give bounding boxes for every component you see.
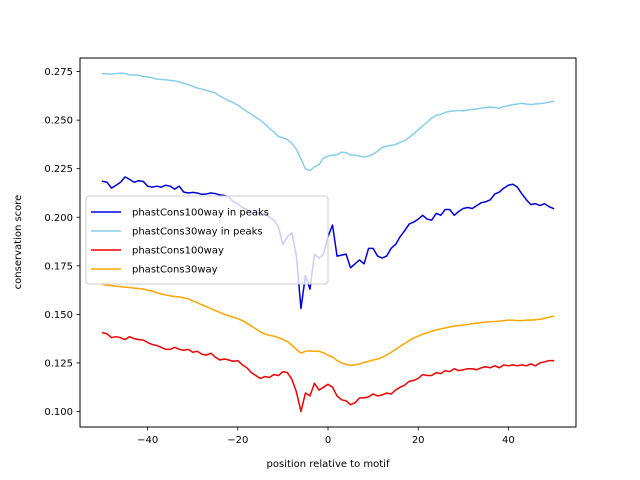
y-tick-label: 0.200 bbox=[44, 213, 73, 224]
x-tick-label: −20 bbox=[227, 435, 248, 446]
y-tick-label: 0.225 bbox=[44, 164, 73, 175]
x-tick-label: 0 bbox=[325, 435, 331, 446]
series-line-1 bbox=[101, 72, 555, 172]
x-tick-label: 20 bbox=[412, 435, 425, 446]
y-tick-label: 0.275 bbox=[44, 67, 73, 78]
x-tick-label: 40 bbox=[502, 435, 515, 446]
series-line-3 bbox=[101, 283, 555, 366]
legend-box bbox=[85, 195, 329, 285]
legend-label-2: phastCons100way bbox=[132, 246, 224, 257]
x-axis-ticks: −40 −20 0 20 40 bbox=[137, 427, 515, 446]
y-axis-label: conservation score bbox=[13, 195, 24, 290]
legend-label-3: phastCons30way bbox=[132, 265, 218, 276]
y-tick-label: 0.250 bbox=[44, 116, 73, 127]
x-tick-label: −40 bbox=[137, 435, 158, 446]
legend: phastCons100way in peaks phastCons30way i… bbox=[85, 195, 329, 285]
legend-label-0: phastCons100way in peaks bbox=[132, 208, 269, 219]
y-tick-label: 0.100 bbox=[44, 407, 73, 418]
y-tick-label: 0.175 bbox=[44, 261, 73, 272]
legend-label-1: phastCons30way in peaks bbox=[132, 227, 263, 238]
series-line-2 bbox=[101, 331, 555, 413]
y-axis-ticks: 0.100 0.125 0.150 0.175 0.200 0.225 0.250 0.275 bbox=[44, 67, 80, 418]
y-tick-label: 0.150 bbox=[44, 310, 73, 321]
x-axis-label: position relative to motif bbox=[267, 459, 390, 470]
y-tick-label: 0.125 bbox=[44, 358, 73, 369]
